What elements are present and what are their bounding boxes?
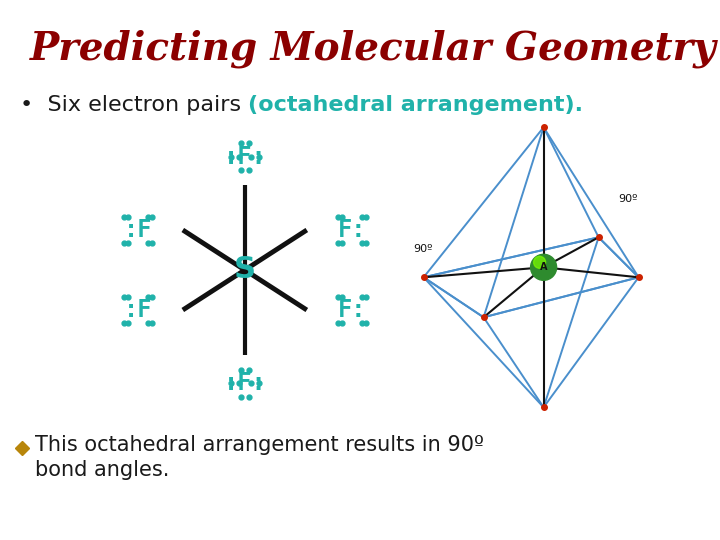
Text: A: A xyxy=(540,262,547,272)
Text: This octahedral arrangement results in 90º: This octahedral arrangement results in 9… xyxy=(35,435,484,455)
Text: S: S xyxy=(234,255,256,285)
Text: :F:: :F: xyxy=(223,371,266,395)
Text: :F: :F xyxy=(124,218,152,242)
Text: 90º: 90º xyxy=(413,244,433,254)
Text: :F:: :F: xyxy=(223,145,266,169)
Text: bond angles.: bond angles. xyxy=(35,460,169,480)
Text: •  Six electron pairs: • Six electron pairs xyxy=(20,95,248,115)
Text: F:: F: xyxy=(338,218,366,242)
Text: :F: :F xyxy=(124,298,152,322)
Text: Predicting Molecular Geometry: Predicting Molecular Geometry xyxy=(30,30,716,69)
Circle shape xyxy=(534,256,546,268)
Text: 90º: 90º xyxy=(618,194,638,204)
Circle shape xyxy=(531,254,557,280)
Text: (octahedral arrangement).: (octahedral arrangement). xyxy=(248,95,583,115)
Text: F:: F: xyxy=(338,298,366,322)
